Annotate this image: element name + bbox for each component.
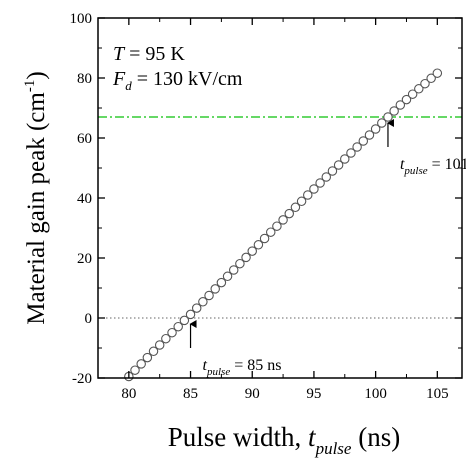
data-point bbox=[148, 346, 159, 357]
y-tick-label: 80 bbox=[77, 71, 92, 87]
x-tick-label: 85 bbox=[183, 386, 198, 402]
data-point bbox=[401, 94, 412, 105]
data-point bbox=[247, 246, 257, 256]
data-point bbox=[321, 172, 332, 182]
data-point bbox=[284, 208, 295, 219]
reference-lines bbox=[98, 116, 462, 319]
data-point bbox=[235, 258, 245, 269]
x-axis-title: Pulse width, tpulse (ns) bbox=[168, 422, 400, 458]
annotation-label-1: tpulse = 101 ns bbox=[400, 156, 466, 177]
data-point bbox=[228, 265, 239, 275]
data-point bbox=[340, 154, 350, 164]
axis-ticks: 80 85 90 95 100 105 -20 0 20 40 60 80 100 bbox=[70, 11, 462, 402]
data-point bbox=[222, 271, 233, 282]
data-point bbox=[161, 333, 171, 344]
annotation-label-0: tpulse = 85 ns bbox=[203, 357, 282, 378]
data-point bbox=[154, 340, 165, 350]
data-point bbox=[216, 277, 227, 288]
data-point bbox=[167, 327, 177, 338]
data-point bbox=[185, 309, 196, 320]
data-point bbox=[364, 130, 375, 140]
data-point bbox=[407, 89, 418, 99]
y-tick-label: 60 bbox=[77, 131, 92, 147]
data-point bbox=[130, 365, 140, 375]
condition-label-1: Fd = 130 kV/cm bbox=[112, 68, 243, 93]
x-tick-label: 95 bbox=[306, 386, 321, 402]
data-point bbox=[346, 148, 356, 158]
y-tick-label: 20 bbox=[77, 251, 92, 267]
x-tick-label: 90 bbox=[245, 386, 260, 402]
data-point bbox=[142, 352, 153, 363]
data-point bbox=[315, 178, 325, 188]
data-point bbox=[303, 190, 313, 200]
data-point bbox=[265, 227, 276, 237]
data-point bbox=[191, 303, 202, 313]
y-tick-label: 100 bbox=[70, 11, 93, 27]
data-series bbox=[124, 68, 443, 382]
annotations: T = 95 K Fd = 130 kV/cm tpulse = 85 ns tpul… bbox=[112, 43, 466, 378]
x-tick-label: 105 bbox=[426, 386, 449, 402]
data-point bbox=[358, 136, 369, 146]
data-point bbox=[377, 118, 387, 128]
data-point bbox=[259, 233, 270, 244]
data-point bbox=[136, 359, 146, 369]
data-point bbox=[241, 252, 251, 263]
y-tick-label: 0 bbox=[85, 311, 93, 327]
y-tick-label: -20 bbox=[72, 371, 92, 387]
data-point bbox=[352, 142, 362, 152]
axis-labels: Pulse width, tpulse (ns) Material gain pe… bbox=[22, 71, 400, 458]
data-point bbox=[420, 78, 430, 89]
data-point bbox=[278, 215, 288, 225]
data-point bbox=[395, 100, 406, 110]
data-point bbox=[327, 166, 338, 176]
y-tick-label: 40 bbox=[77, 191, 92, 207]
data-point bbox=[370, 124, 381, 134]
data-point bbox=[432, 68, 443, 78]
data-point bbox=[296, 196, 307, 207]
y-axis-title: Material gain peak (cm-1) bbox=[22, 71, 50, 324]
data-point bbox=[204, 290, 214, 301]
data-point bbox=[173, 321, 183, 332]
data-point bbox=[333, 160, 344, 170]
data-point bbox=[426, 73, 436, 84]
condition-label-0: T = 95 K bbox=[113, 43, 185, 65]
data-point bbox=[253, 240, 264, 250]
x-tick-label: 80 bbox=[121, 386, 136, 402]
data-point bbox=[290, 202, 301, 213]
data-point bbox=[198, 297, 208, 307]
data-point bbox=[179, 315, 190, 326]
data-point bbox=[309, 184, 319, 194]
x-tick-label: 100 bbox=[364, 386, 387, 402]
data-point bbox=[414, 84, 424, 94]
data-point bbox=[210, 284, 220, 294]
data-point bbox=[272, 221, 282, 231]
data-point bbox=[389, 106, 399, 116]
